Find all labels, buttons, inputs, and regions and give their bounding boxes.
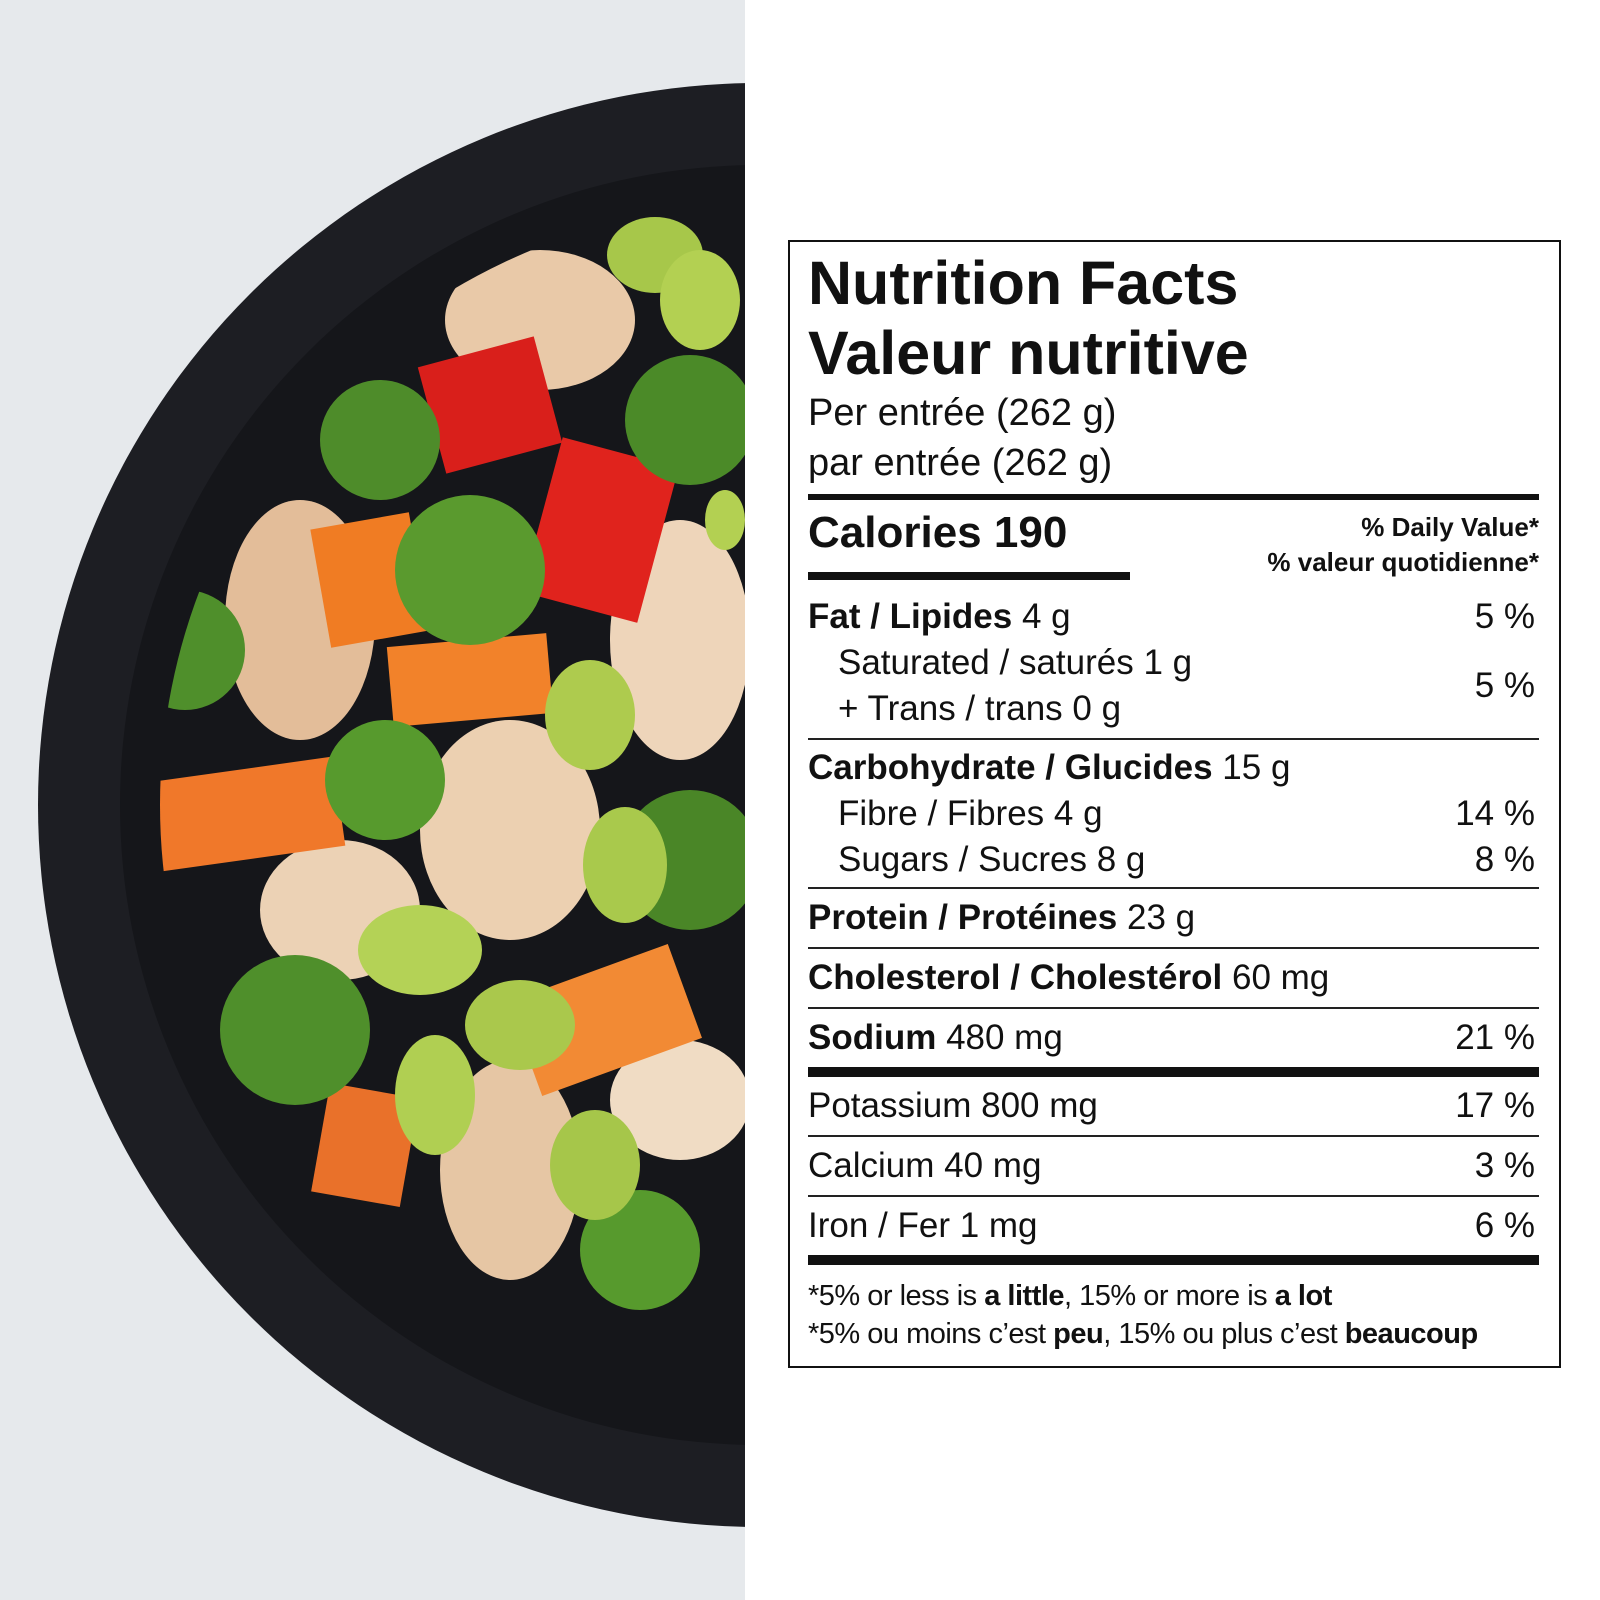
nutrient-name: Carbohydrate / Glucides bbox=[808, 748, 1213, 787]
serving: par entrée (262 g) bbox=[808, 442, 1113, 484]
rule bbox=[808, 1135, 1539, 1137]
footnote-text: *5% ou moins c’est bbox=[808, 1318, 1054, 1350]
calories-label: Calories bbox=[808, 508, 982, 557]
nutrient-row: Fat / Lipides 4 g 5 % bbox=[808, 594, 1539, 640]
rule bbox=[808, 1007, 1539, 1009]
footnote-text: , 15% or more is bbox=[1064, 1280, 1275, 1312]
nutrient-amount: 4 g bbox=[1021, 597, 1071, 636]
title: Nutrition Facts bbox=[808, 249, 1239, 317]
dv-header: % valeur quotidienne* bbox=[1267, 547, 1539, 577]
nutrient-amount: 23 g bbox=[1126, 898, 1196, 937]
calories-row: Calories 190 % Daily Value* % valeur quo… bbox=[808, 500, 1539, 590]
nutrient-name: Cholesterol / Cholestérol bbox=[808, 958, 1223, 997]
nutrient-name: Fat / Lipides bbox=[808, 597, 1013, 636]
nutrient-name: Iron / Fer 1 mg bbox=[808, 1206, 1038, 1245]
daily-value: 14 % bbox=[1455, 794, 1535, 833]
nutrient-name: Fibre / Fibres 4 g bbox=[838, 794, 1103, 833]
nutrient-name: Sugars / Sucres 8 g bbox=[838, 840, 1146, 879]
daily-value: 8 % bbox=[1474, 840, 1535, 879]
rule bbox=[808, 887, 1539, 889]
nutrient-name: Saturated / saturés 1 g bbox=[838, 643, 1193, 682]
footnotes: *5% or less is a little, 15% or more is … bbox=[808, 1265, 1539, 1353]
nutrition-label: Nutrition Facts Valeur nutritive Per ent… bbox=[788, 240, 1561, 1368]
rule bbox=[808, 738, 1539, 740]
nutrient-row: Fibre / Fibres 4 g 14 % bbox=[808, 791, 1539, 837]
serving: Per entrée (262 g) bbox=[808, 392, 1117, 434]
nutrient-row: Potassium 800 mg 17 % bbox=[808, 1077, 1539, 1135]
rule bbox=[808, 494, 1539, 500]
footnote-line: *5% ou moins c’est peu, 15% ou plus c’es… bbox=[808, 1315, 1539, 1353]
daily-value: 3 % bbox=[1474, 1146, 1535, 1185]
nutrient-name: Sodium bbox=[808, 1018, 937, 1057]
nutrient-row: Carbohydrate / Glucides 15 g bbox=[808, 740, 1539, 791]
calories-amount: 190 bbox=[993, 508, 1068, 557]
daily-value: 6 % bbox=[1474, 1206, 1535, 1245]
footnote-emphasis: a little bbox=[984, 1280, 1065, 1312]
food bbox=[160, 217, 745, 1310]
nutrient-amount: 15 g bbox=[1222, 748, 1291, 787]
title: Valeur nutritive bbox=[808, 319, 1249, 387]
nutrient-row: Protein / Protéines 23 g bbox=[808, 889, 1539, 947]
nutrient-name: Calcium 40 mg bbox=[808, 1146, 1042, 1185]
rule bbox=[808, 572, 1130, 580]
footnote-text: *5% or less is bbox=[808, 1280, 985, 1312]
nutrient-amount: 480 mg bbox=[946, 1018, 1063, 1057]
footnote-emphasis: beaucoup bbox=[1344, 1318, 1478, 1350]
daily-value: 5 % bbox=[1474, 666, 1535, 705]
nutrient-row: Saturated / saturés 1 g + Trans / trans … bbox=[808, 640, 1539, 738]
food-photo bbox=[0, 0, 745, 1600]
nutrient-row: Sugars / Sucres 8 g 8 % bbox=[808, 837, 1539, 887]
rule bbox=[808, 1067, 1539, 1077]
nutrient-amount: 60 mg bbox=[1231, 958, 1330, 997]
footnote-text: , 15% ou plus c’est bbox=[1103, 1318, 1345, 1350]
rule bbox=[808, 1255, 1539, 1265]
rule bbox=[808, 1195, 1539, 1197]
footnote-line: *5% or less is a little, 15% or more is … bbox=[808, 1277, 1539, 1315]
footnote-emphasis: peu bbox=[1053, 1318, 1104, 1350]
nutrient-name: Potassium 800 mg bbox=[808, 1086, 1098, 1125]
footnote-emphasis: a lot bbox=[1274, 1280, 1333, 1312]
nutrient-row: Iron / Fer 1 mg 6 % bbox=[808, 1197, 1539, 1255]
nutrient-name: + Trans / trans 0 g bbox=[838, 689, 1122, 728]
nutrient-row: Cholesterol / Cholestérol 60 mg bbox=[808, 949, 1539, 1007]
nutrient-row: Sodium 480 mg 21 % bbox=[808, 1009, 1539, 1067]
daily-value: 17 % bbox=[1455, 1086, 1535, 1125]
daily-value: 5 % bbox=[1474, 597, 1535, 636]
nutrient-name: Protein / Protéines bbox=[808, 898, 1118, 937]
rule bbox=[808, 947, 1539, 949]
dv-header: % Daily Value* bbox=[1361, 512, 1539, 542]
daily-value: 21 % bbox=[1455, 1018, 1535, 1057]
nutrient-row: Calcium 40 mg 3 % bbox=[808, 1137, 1539, 1195]
